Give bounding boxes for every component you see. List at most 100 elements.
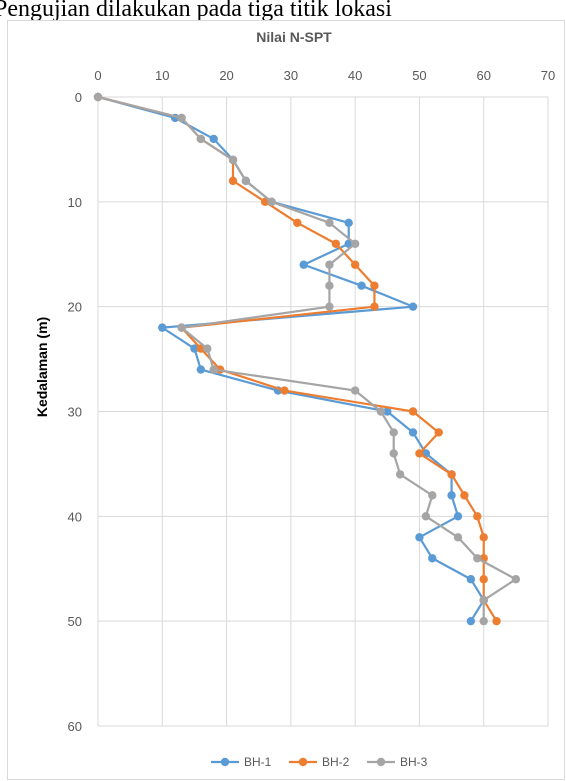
- data-point-bh-2: [473, 512, 482, 521]
- y-tick-label: 50: [68, 614, 82, 629]
- data-point-bh-2: [479, 575, 488, 584]
- data-point-bh-1: [196, 365, 206, 374]
- data-point-bh-2: [370, 302, 379, 311]
- data-point-bh-1: [158, 323, 167, 332]
- data-point-bh-3: [395, 470, 405, 479]
- x-tick-label: 60: [476, 68, 490, 83]
- data-point-bh-3: [325, 260, 334, 269]
- data-point-bh-1: [357, 281, 366, 290]
- data-point-bh-3: [421, 512, 431, 521]
- data-point-bh-1: [466, 616, 476, 626]
- caption-text: Pengujian dilakukan pada tiga titik loka…: [0, 0, 392, 22]
- data-point-bh-3: [93, 92, 103, 102]
- page-caption: Pengujian dilakukan pada tiga titik loka…: [0, 0, 566, 22]
- data-point-bh-2: [331, 239, 341, 248]
- data-point-bh-1: [190, 344, 199, 353]
- series-line-bh-3: [97, 95, 517, 622]
- data-point-bh-1: [447, 491, 456, 500]
- data-point-bh-2: [280, 386, 289, 395]
- data-point-bh-2: [196, 344, 206, 353]
- data-point-bh-1: [344, 218, 353, 227]
- y-axis-label: Kedalaman (m): [34, 317, 50, 417]
- legend-swatch-marker: [298, 757, 308, 767]
- chart-title: Nilai N-SPT: [256, 29, 332, 45]
- data-point-bh-3: [389, 428, 398, 437]
- data-point-bh-2: [492, 616, 501, 626]
- nspt-depth-chart: Nilai N-SPT 0 10 20 30 40 50 60 70 0 10 20 30 40 50 6…: [34, 29, 555, 769]
- data-point-bh-3: [428, 491, 437, 500]
- data-point-bh-2: [350, 260, 360, 269]
- y-tick-label: 20: [68, 300, 82, 315]
- y-tick-label: 10: [68, 195, 82, 210]
- x-tick-label: 50: [412, 68, 426, 83]
- data-point-bh-2: [460, 491, 469, 500]
- legend-label: BH-3: [400, 755, 428, 769]
- x-tick-label: 70: [541, 68, 555, 83]
- x-tick-label: 20: [219, 68, 233, 83]
- y-tick-label: 0: [75, 90, 82, 105]
- data-point-bh-2: [370, 281, 379, 290]
- data-point-bh-3: [228, 155, 238, 165]
- data-point-bh-3: [241, 176, 251, 186]
- series-bh-2: [93, 92, 501, 626]
- data-point-bh-3: [325, 281, 334, 290]
- data-point-bh-1: [408, 428, 418, 437]
- data-point-bh-2: [447, 470, 456, 479]
- data-point-bh-3: [325, 302, 334, 311]
- legend-item-bh-2: BH-2: [289, 755, 350, 769]
- chart-frame: Nilai N-SPT 0 10 20 30 40 50 60 70 0 10 20 30 40 50 6…: [7, 20, 565, 780]
- series-group: [93, 92, 521, 626]
- legend-swatch-marker: [220, 757, 230, 767]
- data-point-bh-1: [428, 554, 437, 563]
- data-point-bh-3: [177, 113, 186, 123]
- data-point-bh-2: [228, 176, 238, 186]
- data-point-bh-3: [196, 134, 206, 144]
- legend-label: BH-1: [244, 755, 272, 769]
- data-point-bh-3: [350, 239, 360, 248]
- data-point-bh-3: [479, 616, 488, 626]
- legend-item-bh-1: BH-1: [211, 755, 272, 769]
- data-point-bh-3: [350, 386, 360, 395]
- data-point-bh-1: [415, 533, 424, 542]
- data-point-bh-1: [383, 407, 392, 416]
- x-tick-label: 0: [94, 68, 101, 83]
- data-point-bh-3: [376, 407, 386, 416]
- data-point-bh-2: [408, 407, 418, 416]
- data-point-bh-3: [389, 449, 398, 458]
- data-point-bh-3: [473, 554, 482, 563]
- legend-swatch-marker: [376, 757, 386, 767]
- data-point-bh-2: [415, 449, 424, 458]
- data-point-bh-3: [479, 596, 488, 605]
- x-tick-label: 40: [348, 68, 362, 83]
- series-bh-3: [93, 92, 521, 626]
- x-tick-label: 10: [155, 68, 169, 83]
- y-tick-labels: 0 10 20 30 40 50 60: [68, 90, 82, 734]
- data-point-bh-3: [177, 323, 186, 332]
- data-point-bh-2: [479, 533, 488, 542]
- data-point-bh-1: [344, 239, 353, 248]
- legend-label: BH-2: [322, 755, 350, 769]
- x-tick-labels: 0 10 20 30 40 50 60 70: [94, 68, 555, 83]
- data-point-bh-3: [267, 197, 276, 207]
- data-point-bh-1: [453, 512, 463, 521]
- grid-lines: [97, 96, 549, 727]
- data-point-bh-3: [325, 218, 334, 227]
- data-point-bh-3: [203, 344, 212, 353]
- data-point-bh-3: [453, 533, 463, 542]
- y-tick-label: 40: [68, 509, 82, 524]
- data-point-bh-1: [408, 302, 418, 311]
- x-tick-label: 30: [284, 68, 298, 83]
- y-tick-label: 30: [68, 405, 82, 420]
- series-line-bh-2: [97, 95, 498, 622]
- data-point-bh-3: [209, 365, 218, 374]
- data-point-bh-1: [466, 575, 476, 584]
- data-point-bh-2: [434, 428, 443, 437]
- y-tick-label: 60: [68, 719, 82, 734]
- data-point-bh-2: [260, 197, 270, 207]
- data-point-bh-2: [293, 218, 302, 227]
- legend-item-bh-3: BH-3: [367, 755, 428, 769]
- data-point-bh-1: [209, 134, 218, 144]
- legend: BH-1 BH-2 BH-3: [211, 755, 428, 769]
- data-point-bh-3: [511, 575, 521, 584]
- data-point-bh-1: [299, 260, 308, 269]
